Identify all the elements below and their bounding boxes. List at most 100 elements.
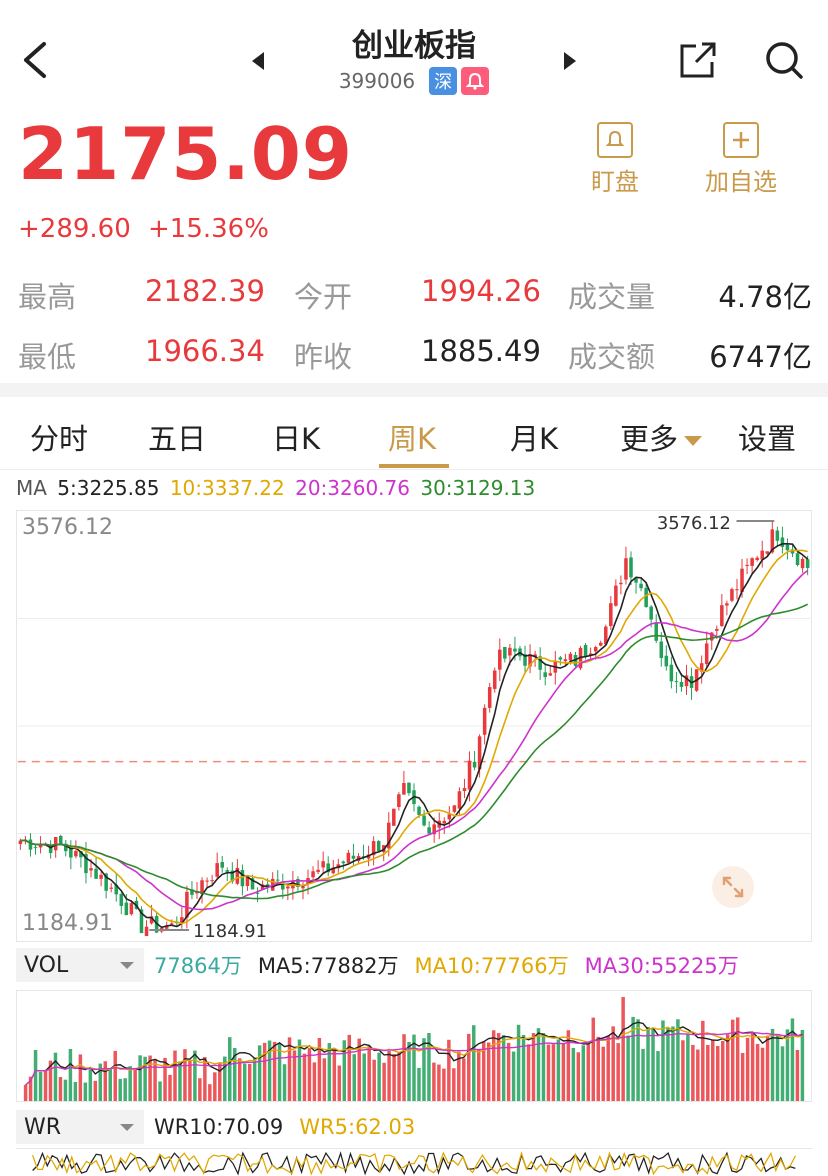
volume-bar bbox=[78, 1054, 83, 1101]
tab-five-day[interactable]: 五日 bbox=[148, 422, 207, 456]
candle-body bbox=[119, 894, 124, 906]
candle-body bbox=[619, 582, 623, 585]
candle-body bbox=[523, 654, 527, 666]
watch-label: 盯盘 bbox=[591, 168, 639, 196]
tab-intraday[interactable]: 分时 bbox=[30, 422, 89, 456]
volume-bar bbox=[626, 1035, 630, 1101]
previous-stock-icon[interactable] bbox=[248, 50, 268, 72]
volume-bar bbox=[402, 1034, 406, 1101]
volume-bar bbox=[616, 1043, 620, 1101]
ma-line-ma30 bbox=[20, 603, 809, 900]
candle-body bbox=[745, 564, 749, 566]
volume-bar bbox=[262, 1042, 267, 1101]
volume-bar bbox=[178, 1061, 182, 1101]
high-value: 2182.39 bbox=[145, 274, 265, 308]
add-label: 加自选 bbox=[705, 168, 777, 196]
candle-body bbox=[538, 656, 542, 670]
candle-body bbox=[432, 824, 436, 835]
share-icon[interactable] bbox=[678, 40, 718, 80]
volume-bar bbox=[277, 1043, 282, 1101]
tab-settings[interactable]: 设置 bbox=[738, 422, 797, 456]
kline-chart[interactable]: 3576.12 1184.91 bbox=[16, 510, 812, 942]
volume-bar bbox=[716, 1045, 720, 1101]
volume-bar bbox=[432, 1062, 436, 1101]
wr-chart[interactable] bbox=[16, 1148, 812, 1176]
volume-bar bbox=[292, 1050, 297, 1101]
candle-body bbox=[255, 892, 260, 894]
volume-header: VOL 77864万 MA5:77882万 MA10:77766万 MA30:5… bbox=[16, 948, 755, 982]
candle-body bbox=[301, 886, 305, 889]
candle-body bbox=[760, 550, 764, 560]
volume-bar bbox=[601, 1046, 605, 1101]
tab-more[interactable]: 更多 bbox=[620, 416, 703, 458]
volume-bar bbox=[208, 1084, 212, 1101]
candle-body bbox=[33, 846, 38, 848]
back-arrow-icon[interactable] bbox=[18, 40, 54, 80]
volume-bar bbox=[237, 1058, 242, 1101]
candle-body bbox=[669, 664, 674, 682]
candle-body bbox=[129, 903, 134, 915]
volume-bar bbox=[223, 1056, 227, 1101]
candle-body bbox=[704, 643, 709, 665]
next-stock-icon[interactable] bbox=[560, 50, 580, 72]
volume-bar bbox=[58, 1077, 63, 1101]
candle-body bbox=[593, 647, 598, 652]
candle-body bbox=[387, 822, 391, 849]
volume-indicator-select[interactable]: VOL bbox=[16, 948, 144, 982]
volume-bar bbox=[367, 1046, 371, 1101]
volume-bar bbox=[337, 1065, 342, 1101]
candle-body bbox=[286, 886, 290, 889]
search-icon[interactable] bbox=[764, 40, 804, 80]
volume-bar bbox=[257, 1045, 262, 1101]
add-watchlist-button[interactable]: 加自选 bbox=[696, 122, 786, 197]
candle-body bbox=[472, 761, 477, 768]
volume-bar bbox=[516, 1024, 521, 1101]
volume-bar bbox=[302, 1053, 307, 1101]
candle-body bbox=[730, 589, 734, 601]
tab-weekly-k[interactable]: 周K bbox=[388, 422, 437, 456]
open-label: 今开 bbox=[294, 280, 353, 314]
candle-body bbox=[18, 840, 23, 845]
candle-body bbox=[311, 871, 315, 878]
volume-chart[interactable] bbox=[16, 990, 812, 1102]
candle-body bbox=[109, 887, 113, 889]
candle-body bbox=[48, 846, 53, 854]
volume-bar bbox=[213, 1072, 217, 1101]
current-price: 2175.09 bbox=[18, 112, 353, 196]
candle-body bbox=[64, 843, 68, 852]
low-annotation: 1184.91 bbox=[193, 921, 267, 942]
candle-body bbox=[74, 850, 78, 857]
candle-body bbox=[281, 882, 285, 890]
volume-bar bbox=[671, 1026, 675, 1101]
volume-bar bbox=[541, 1033, 546, 1101]
candle-body bbox=[427, 827, 431, 834]
candle-body bbox=[392, 808, 396, 826]
volume-bar bbox=[128, 1066, 132, 1101]
watch-button[interactable]: 盯盘 bbox=[570, 122, 660, 197]
index-title: 创业板指 bbox=[352, 28, 476, 64]
candle-body bbox=[740, 568, 744, 593]
volume-bar bbox=[661, 1020, 665, 1101]
candle-body bbox=[604, 626, 608, 645]
volume-bar bbox=[457, 1051, 461, 1101]
tab-monthly-k[interactable]: 月K bbox=[510, 422, 559, 456]
volume-bar bbox=[775, 1034, 780, 1101]
candle-body bbox=[790, 549, 795, 554]
volume-bar bbox=[511, 1051, 516, 1101]
expand-chart-icon[interactable] bbox=[712, 866, 754, 908]
candle-body bbox=[543, 672, 547, 678]
alert-bell-icon[interactable] bbox=[461, 67, 490, 95]
candle-body bbox=[679, 681, 684, 687]
ma-line-ma5 bbox=[20, 542, 809, 929]
volume-bar bbox=[800, 1029, 805, 1101]
tab-daily-k[interactable]: 日K bbox=[272, 422, 321, 456]
ma-label: MA bbox=[16, 476, 47, 500]
prev-close-value: 1885.49 bbox=[421, 334, 541, 368]
volume-bar bbox=[631, 1016, 635, 1101]
volume-bar bbox=[143, 1056, 147, 1101]
volume-bar bbox=[770, 1028, 775, 1101]
wr-indicator-select[interactable]: WR bbox=[16, 1110, 144, 1144]
volume-bar bbox=[153, 1059, 157, 1101]
candle-body bbox=[634, 578, 638, 583]
top-bar: 创业板指 399006 深 bbox=[0, 0, 828, 110]
